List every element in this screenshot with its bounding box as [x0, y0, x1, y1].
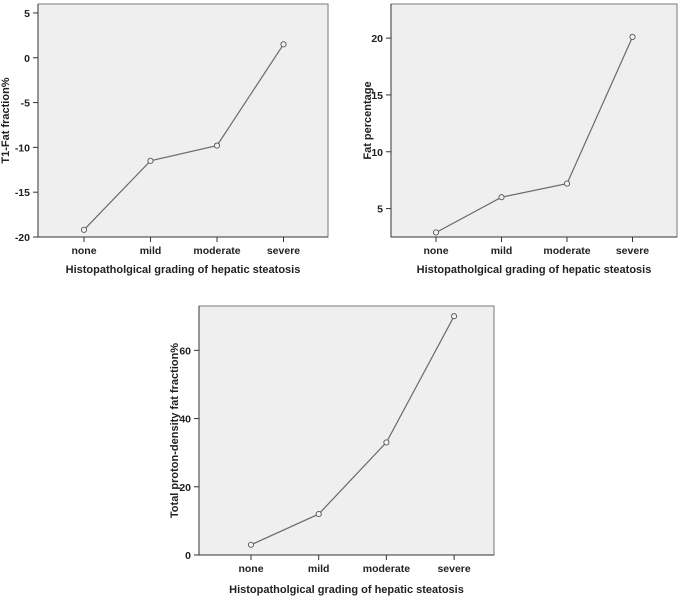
plot-area — [198, 305, 495, 556]
x-tick-label: moderate — [543, 245, 590, 257]
x-tick-label: none — [71, 245, 96, 257]
data-point — [383, 439, 390, 446]
y-tick-label: -10 — [15, 142, 30, 154]
series-line — [250, 315, 455, 546]
y-tick-label: 20 — [371, 33, 383, 45]
x-axis-title: Histopatholgical grading of hepatic stea… — [229, 584, 464, 596]
x-axis-title: Histopatholgical grading of hepatic stea… — [66, 264, 301, 276]
x-tick-label: mild — [308, 563, 330, 575]
y-tick-label: 5 — [24, 8, 30, 20]
x-tick-label: none — [423, 245, 448, 257]
data-point — [147, 157, 154, 164]
chart-fat-percentage: 5 10 15 20 none mild moderate severe Histopathol… — [362, 3, 678, 276]
chart-total-pdff: 0 20 40 60 none mild moderate severe Histopathol… — [169, 305, 495, 596]
y-tick-label: -20 — [15, 232, 30, 244]
x-tick-label: severe — [437, 563, 470, 575]
data-point — [451, 313, 458, 320]
series-line — [435, 36, 634, 234]
data-point — [213, 142, 221, 149]
y-tick-label: 20 — [179, 482, 191, 494]
y-tick-label: -15 — [15, 187, 30, 199]
series-line — [83, 43, 285, 231]
plot-area — [37, 3, 329, 238]
x-tick-label: moderate — [193, 245, 240, 257]
x-tick-label: none — [238, 563, 263, 575]
y-axis-title: Fat percentage — [362, 81, 374, 159]
x-tick-label: mild — [491, 245, 513, 257]
x-axis-title: Histopatholgical grading of hepatic stea… — [417, 264, 652, 276]
x-tick-label: mild — [140, 245, 162, 257]
y-axis-title: Total proton-density fat fraction% — [169, 343, 181, 518]
chart-t1-fat-fraction: -20 -15 -10 -5 0 5 none mild moderate severe Histo… — [0, 3, 329, 276]
data-point — [280, 41, 287, 48]
y-tick-label: 40 — [179, 414, 191, 426]
data-point — [432, 229, 440, 236]
y-axis-title: T1-Fat fraction% — [0, 77, 12, 163]
y-tick-label: 5 — [377, 204, 383, 216]
x-tick-label: moderate — [363, 563, 410, 575]
y-tick-label: -5 — [21, 98, 30, 110]
x-tick-label: severe — [616, 245, 649, 257]
data-point — [563, 180, 571, 187]
y-tick-label: 10 — [371, 147, 383, 159]
y-tick-label: 60 — [179, 345, 191, 357]
y-tick-label: 0 — [24, 53, 30, 65]
y-tick-label: 0 — [185, 550, 191, 562]
data-point — [629, 33, 636, 41]
data-point — [315, 511, 322, 518]
data-point — [498, 194, 505, 201]
y-tick-label: 15 — [371, 90, 383, 102]
data-point — [80, 226, 88, 233]
x-tick-label: severe — [267, 245, 300, 257]
data-point — [247, 541, 255, 548]
